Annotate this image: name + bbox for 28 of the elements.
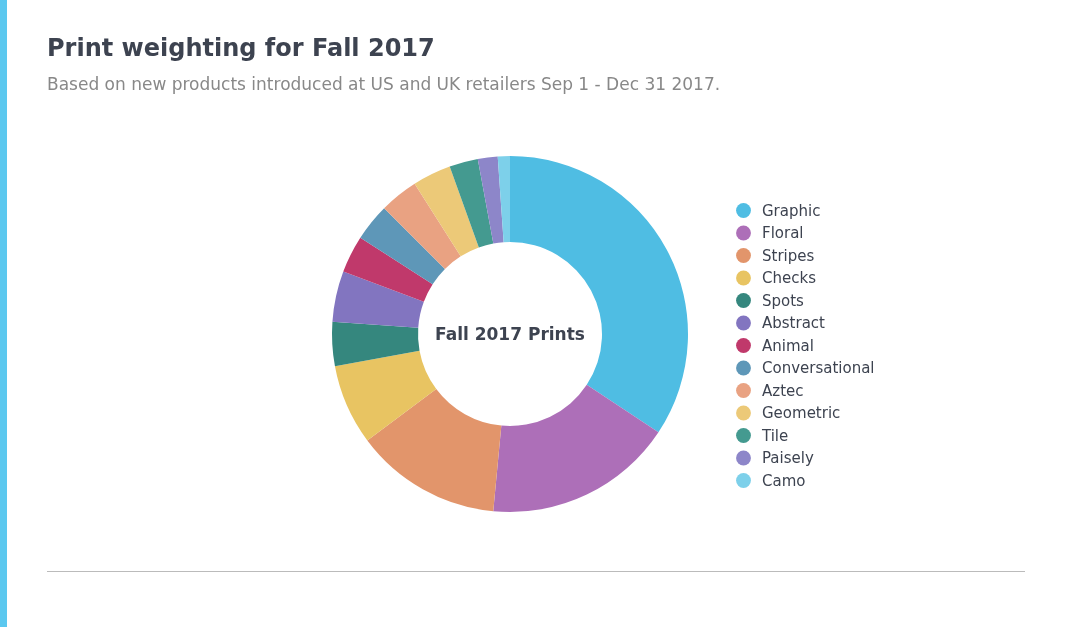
- legend-label: Spots: [762, 291, 805, 310]
- donut-slice: [497, 156, 510, 243]
- donut-slice: [384, 183, 461, 269]
- donut-slice: [493, 384, 659, 512]
- legend-label: Graphic: [762, 201, 821, 220]
- donut-slice: [367, 389, 502, 512]
- chart-title: Print weighting for Fall 2017: [47, 34, 435, 62]
- legend-label: Geometric: [762, 404, 841, 422]
- legend-label: Paisely: [762, 449, 814, 467]
- legend-label: Conversational: [762, 359, 875, 377]
- donut-slice: [343, 237, 433, 302]
- donut-slice: [334, 350, 437, 441]
- donut-slice: [414, 166, 479, 257]
- donut-slice: [449, 158, 494, 248]
- legend-label: Aztec: [762, 381, 804, 400]
- legend-label: Abstract: [762, 314, 826, 332]
- legend-label: Stripes: [762, 246, 815, 265]
- legend-label: Camo: [762, 471, 806, 490]
- donut-slice: [332, 321, 420, 367]
- donut-slice: [360, 208, 445, 285]
- chart-subtitle: Based on new products introduced at US and UK retailers Sep 1 - Dec 31 2017.: [47, 74, 721, 94]
- legend-label: Animal: [762, 336, 814, 355]
- donut-slice: [477, 156, 504, 244]
- legend-label: Tile: [761, 426, 789, 445]
- text: Fall 2017 Prints: [435, 324, 585, 344]
- legend-label: Floral: [762, 224, 804, 242]
- donut-slice: [332, 271, 424, 328]
- legend-label: Checks: [762, 269, 817, 287]
